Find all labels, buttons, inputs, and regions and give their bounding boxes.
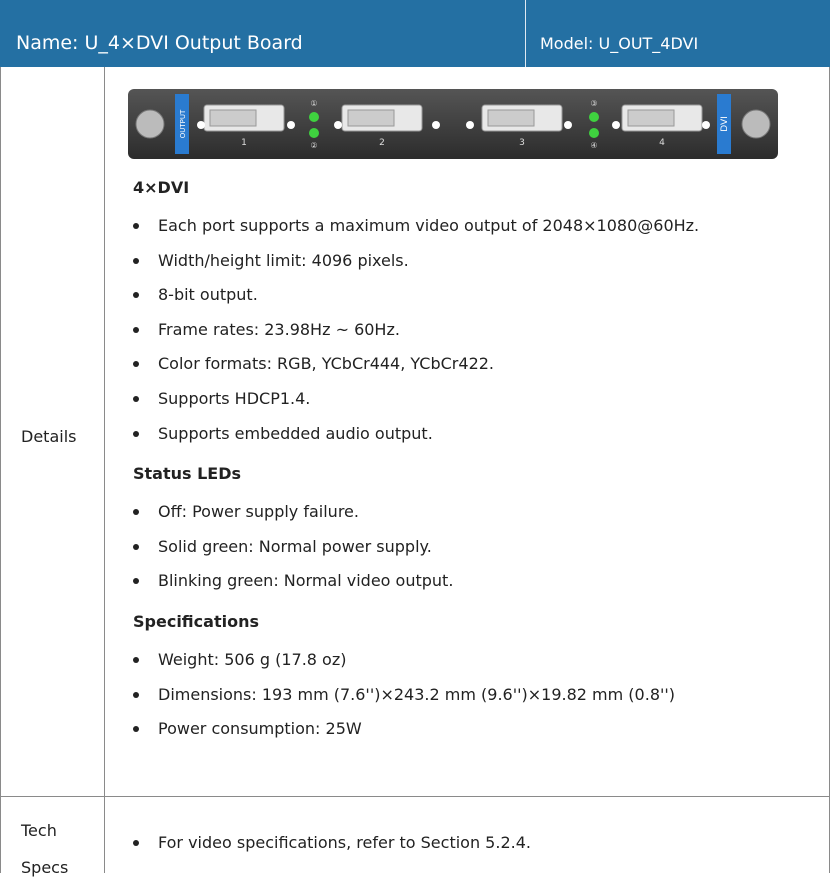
board-model: Model: U_OUT_4DVI	[540, 34, 699, 53]
list-item: Each port supports a maximum video outpu…	[158, 216, 700, 235]
bullet	[133, 578, 139, 585]
dvi-pins	[209, 109, 257, 127]
list-item: Frame rates: 23.98Hz ~ 60Hz.	[158, 319, 400, 339]
side-label: OUTPUT	[179, 109, 187, 138]
list-item: Color formats: RGB, YCbCr444, YCbCr422.	[158, 354, 495, 374]
section-title: 4×DVI	[133, 178, 190, 197]
list-item: Width/height limit: 4096 pixels.	[158, 250, 409, 270]
bullet	[133, 292, 139, 299]
board-name: Name: U_4×DVI Output Board	[16, 32, 303, 54]
dvi-pins	[347, 109, 395, 127]
led-label: ②	[310, 141, 317, 150]
list-item: For video specifications, refer to Secti…	[158, 833, 531, 852]
details-label: Details	[21, 427, 77, 446]
border	[0, 796, 830, 797]
bullet	[133, 396, 139, 402]
led-label: ③	[590, 99, 597, 108]
border	[0, 67, 1, 873]
led-label: ①	[310, 99, 317, 108]
bullet	[133, 543, 139, 550]
list-item: Weight: 506 g (17.8 oz)	[158, 650, 347, 669]
header-bar	[0, 0, 830, 67]
list-item: Off: Power supply failure.	[158, 502, 359, 522]
list-item: Supports embedded audio output.	[158, 423, 433, 443]
list-item: Solid green: Normal power supply.	[158, 536, 432, 556]
list-item: Power consumption: 25W	[158, 719, 362, 739]
bullet	[133, 361, 139, 368]
section-title: Status LEDs	[133, 464, 242, 484]
bullet	[133, 509, 139, 516]
border	[104, 67, 105, 873]
bullet	[133, 257, 139, 264]
tech-specs-label: Tech Specs	[21, 821, 69, 877]
port-number: 4	[659, 138, 665, 148]
bullet	[133, 326, 139, 333]
bullet	[133, 691, 139, 698]
bullet	[133, 726, 139, 733]
divider	[525, 0, 526, 67]
dvi-pins	[627, 109, 675, 127]
list-item: 8-bit output.	[158, 285, 258, 305]
bullet	[133, 840, 139, 846]
section-title: Specifications	[133, 612, 259, 631]
list-item: Dimensions: 193 mm (7.6'')×243.2 mm (9.6…	[158, 684, 676, 704]
port-number: 2	[379, 138, 385, 148]
bullet	[133, 430, 139, 437]
list-item: Blinking green: Normal video output.	[158, 571, 454, 591]
led-label: ④	[590, 141, 597, 150]
side-label: DVI	[720, 116, 730, 132]
bullet	[133, 223, 139, 229]
dvi-pins	[487, 109, 535, 127]
bullet	[133, 657, 139, 663]
port-number: 3	[519, 138, 525, 148]
port-number: 1	[241, 138, 247, 148]
board-image: 1 2 3 4 OUTPUT DVI ① ② ③ ④	[128, 89, 778, 159]
list-item: Supports HDCP1.4.	[158, 389, 311, 408]
